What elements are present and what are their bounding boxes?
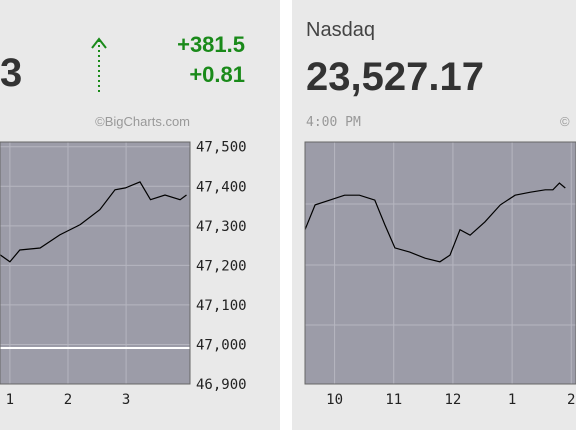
x-tick-label: 11 xyxy=(385,392,402,408)
headline: 3 xyxy=(0,51,22,95)
plot-area xyxy=(305,142,576,384)
x-tick-label: 2 xyxy=(567,392,575,408)
x-tick-label: 10 xyxy=(326,392,343,408)
plot-border xyxy=(0,141,191,385)
y-tick-label: 47,500 xyxy=(196,140,247,156)
y-tick-label: 47,100 xyxy=(196,298,247,314)
headline: 23,527.17 xyxy=(306,55,484,99)
change: +381.5 xyxy=(177,32,245,57)
x-tick-label: 1 xyxy=(6,392,14,408)
change-pct: +0.81 xyxy=(189,62,245,87)
plot-border xyxy=(304,141,576,385)
source: © xyxy=(560,114,570,129)
plot-area xyxy=(0,142,190,384)
title: Nasdaq xyxy=(306,19,375,41)
x-tick-label: 2 xyxy=(64,392,72,408)
y-tick-label: 47,400 xyxy=(196,179,247,195)
x-tick-label: 3 xyxy=(122,392,130,408)
time: 4:00 PM xyxy=(306,115,361,130)
up-arrow xyxy=(91,37,107,92)
y-tick-label: 46,900 xyxy=(196,377,247,393)
x-tick-label: 1 xyxy=(508,392,516,408)
y-tick-label: 47,000 xyxy=(196,337,247,353)
x-tick-label: 12 xyxy=(444,392,461,408)
price-line xyxy=(304,182,566,263)
y-tick-label: 47,200 xyxy=(196,258,247,274)
source: ©BigCharts.com xyxy=(95,114,190,129)
y-tick-label: 47,300 xyxy=(196,219,247,235)
price-line xyxy=(0,181,187,263)
